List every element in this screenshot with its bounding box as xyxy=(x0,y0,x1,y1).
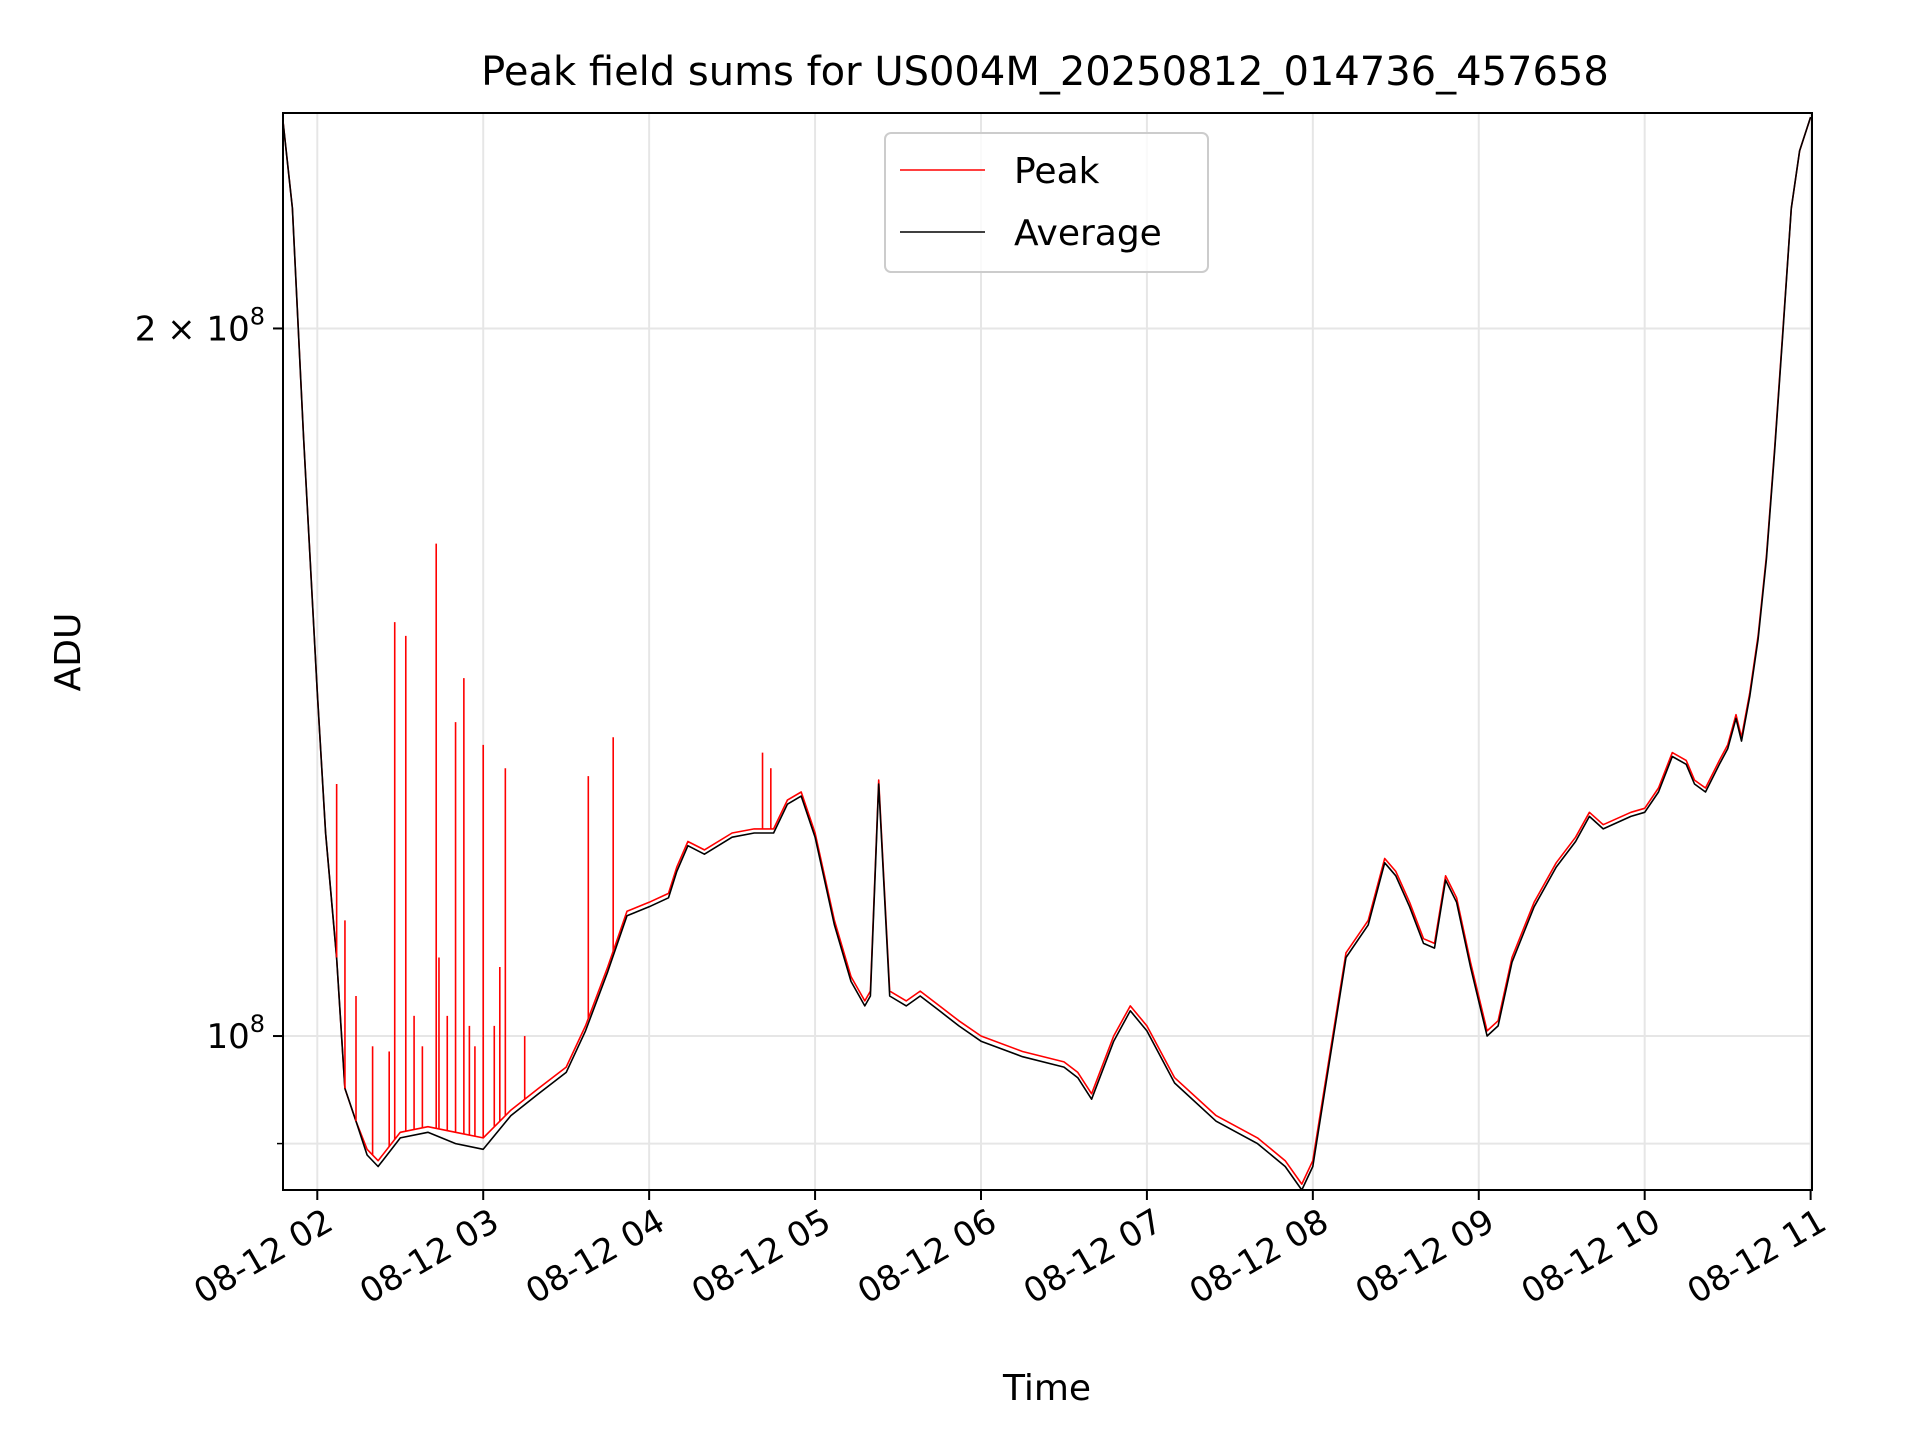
grid xyxy=(283,113,1812,1190)
average-series-line xyxy=(282,116,1812,1191)
y-tick-label: 108 xyxy=(206,1010,265,1057)
x-axis-label: Time xyxy=(1002,1368,1091,1409)
plot-series xyxy=(282,116,1812,1191)
peak-series-line xyxy=(282,116,1812,1185)
legend-label-peak: Peak xyxy=(1014,151,1100,192)
legend: Peak Average xyxy=(884,132,1209,273)
plot-frame xyxy=(282,112,1813,1191)
y-axis: 108 2 × 108 xyxy=(135,302,283,1145)
legend-label-average: Average xyxy=(1014,213,1162,254)
y-tick-label: 2 × 108 xyxy=(135,302,265,349)
chart-title: Peak field sums for US004M_20250812_0147… xyxy=(481,49,1609,95)
legend-box xyxy=(884,132,1209,273)
y-axis-label: ADU xyxy=(48,613,89,692)
